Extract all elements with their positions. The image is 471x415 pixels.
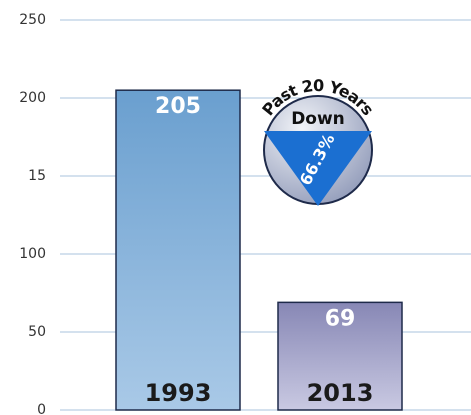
bars: 205 1993 69 2013: [115, 89, 403, 411]
grid: 0 50 100 15 200 250: [19, 12, 471, 415]
bar: [115, 89, 241, 411]
y-tick-label: 100: [19, 246, 46, 262]
badge: Past 20 Years Down 66.3%: [258, 75, 378, 206]
value-label: 69: [325, 306, 356, 331]
x-tick-label: 1993: [145, 379, 212, 407]
y-tick-label: 0: [37, 402, 46, 415]
x-tick-label: 2013: [307, 379, 374, 407]
bar: [277, 301, 403, 411]
y-tick-label: 200: [19, 90, 46, 106]
badge-arrow: [264, 131, 372, 206]
y-tick-label: 15: [28, 168, 46, 184]
y-tick-label: 250: [19, 12, 46, 28]
value-label: 205: [155, 94, 201, 119]
badge-direction: Down: [291, 109, 345, 129]
y-tick-label: 50: [28, 324, 46, 340]
